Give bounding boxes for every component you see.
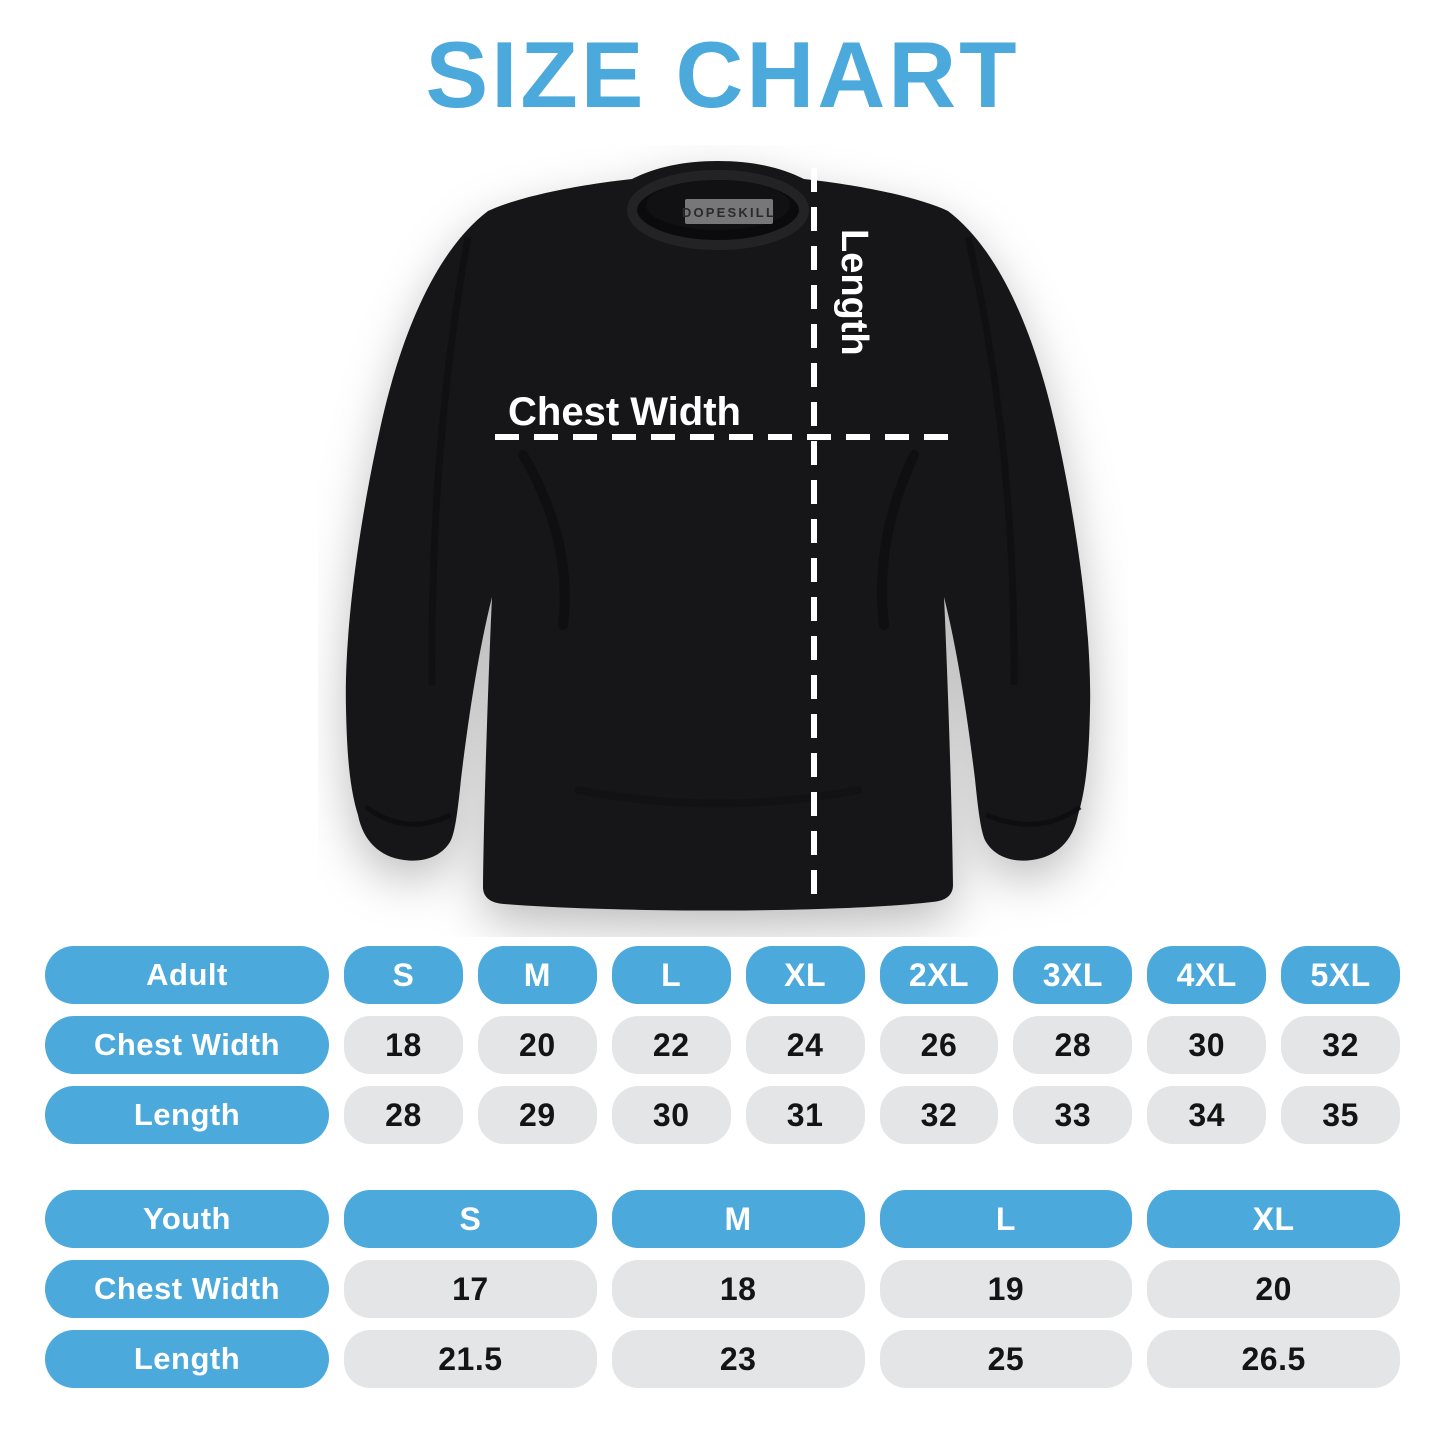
- value-cell: 32: [1281, 1016, 1400, 1074]
- value-cell: 18: [344, 1016, 463, 1074]
- value-cell: 18: [611, 1260, 865, 1318]
- fold-shading: [877, 450, 919, 630]
- chest-width-row-label: Chest Width: [45, 1016, 329, 1074]
- cuff-seam: [364, 804, 452, 827]
- brand-tag-label: DOPESKILL: [682, 205, 776, 220]
- length-label: Length: [833, 229, 875, 356]
- size-tables: Adult S M L XL 2XL 3XL 4XL 5XL Chest Wid…: [0, 946, 1445, 1388]
- fold-shading: [574, 786, 862, 808]
- sleeve-seam: [428, 236, 472, 686]
- value-cell: 25: [879, 1330, 1133, 1388]
- value-cell: 26.5: [1147, 1330, 1400, 1388]
- value-cell: 24: [745, 1016, 865, 1074]
- header-cell: 2XL: [879, 946, 999, 1004]
- fold-shading: [518, 450, 570, 630]
- value-cell: 33: [1013, 1086, 1133, 1144]
- value-cell: 19: [879, 1260, 1133, 1318]
- header-cell: M: [611, 1190, 865, 1248]
- sleeve-seam: [964, 236, 1018, 686]
- value-cell: 17: [344, 1260, 597, 1318]
- header-cell: S: [344, 1190, 597, 1248]
- youth-size-table: Youth S M L XL Chest Width 17 18 19 20 L…: [45, 1190, 1400, 1388]
- collar-band: [627, 170, 809, 250]
- value-cell: 34: [1147, 1086, 1267, 1144]
- value-cell: 32: [879, 1086, 999, 1144]
- header-cell: L: [611, 946, 731, 1004]
- header-cell: S: [344, 946, 463, 1004]
- header-cell: 5XL: [1281, 946, 1400, 1004]
- length-row-label: Length: [45, 1086, 329, 1144]
- value-cell: 23: [611, 1330, 865, 1388]
- brand-tag: [685, 199, 773, 224]
- shirt-diagram: DOPESKILL Chest Width Length: [0, 145, 1445, 937]
- value-cell: 31: [745, 1086, 865, 1144]
- value-cell: 29: [477, 1086, 597, 1144]
- header-cell: L: [879, 1190, 1133, 1248]
- value-cell: 20: [1147, 1260, 1400, 1318]
- page-title: SIZE CHART: [425, 22, 1020, 127]
- header-cell: XL: [745, 946, 865, 1004]
- length-row-label: Length: [45, 1330, 329, 1388]
- value-cell: 30: [611, 1086, 731, 1144]
- header-cell: M: [477, 946, 597, 1004]
- adult-size-table: Adult S M L XL 2XL 3XL 4XL 5XL Chest Wid…: [45, 946, 1400, 1144]
- value-cell: 35: [1281, 1086, 1400, 1144]
- header-cell: 4XL: [1147, 946, 1267, 1004]
- shirt-silhouette: DOPESKILL: [345, 161, 1091, 911]
- chest-width-label: Chest Width: [508, 390, 741, 434]
- value-cell: 20: [477, 1016, 597, 1074]
- header-cell: 3XL: [1013, 946, 1133, 1004]
- value-cell: 21.5: [344, 1330, 597, 1388]
- shirt-photo: DOPESKILL Chest Width Length: [345, 161, 1091, 911]
- value-cell: 28: [1013, 1016, 1133, 1074]
- chest-width-row-label: Chest Width: [45, 1260, 329, 1318]
- value-cell: 30: [1147, 1016, 1267, 1074]
- value-cell: 28: [344, 1086, 463, 1144]
- value-cell: 22: [611, 1016, 731, 1074]
- youth-table-title: Youth: [45, 1190, 329, 1248]
- value-cell: 26: [879, 1016, 999, 1074]
- adult-table-title: Adult: [45, 946, 329, 1004]
- cuff-seam: [985, 804, 1082, 827]
- header-cell: XL: [1147, 1190, 1400, 1248]
